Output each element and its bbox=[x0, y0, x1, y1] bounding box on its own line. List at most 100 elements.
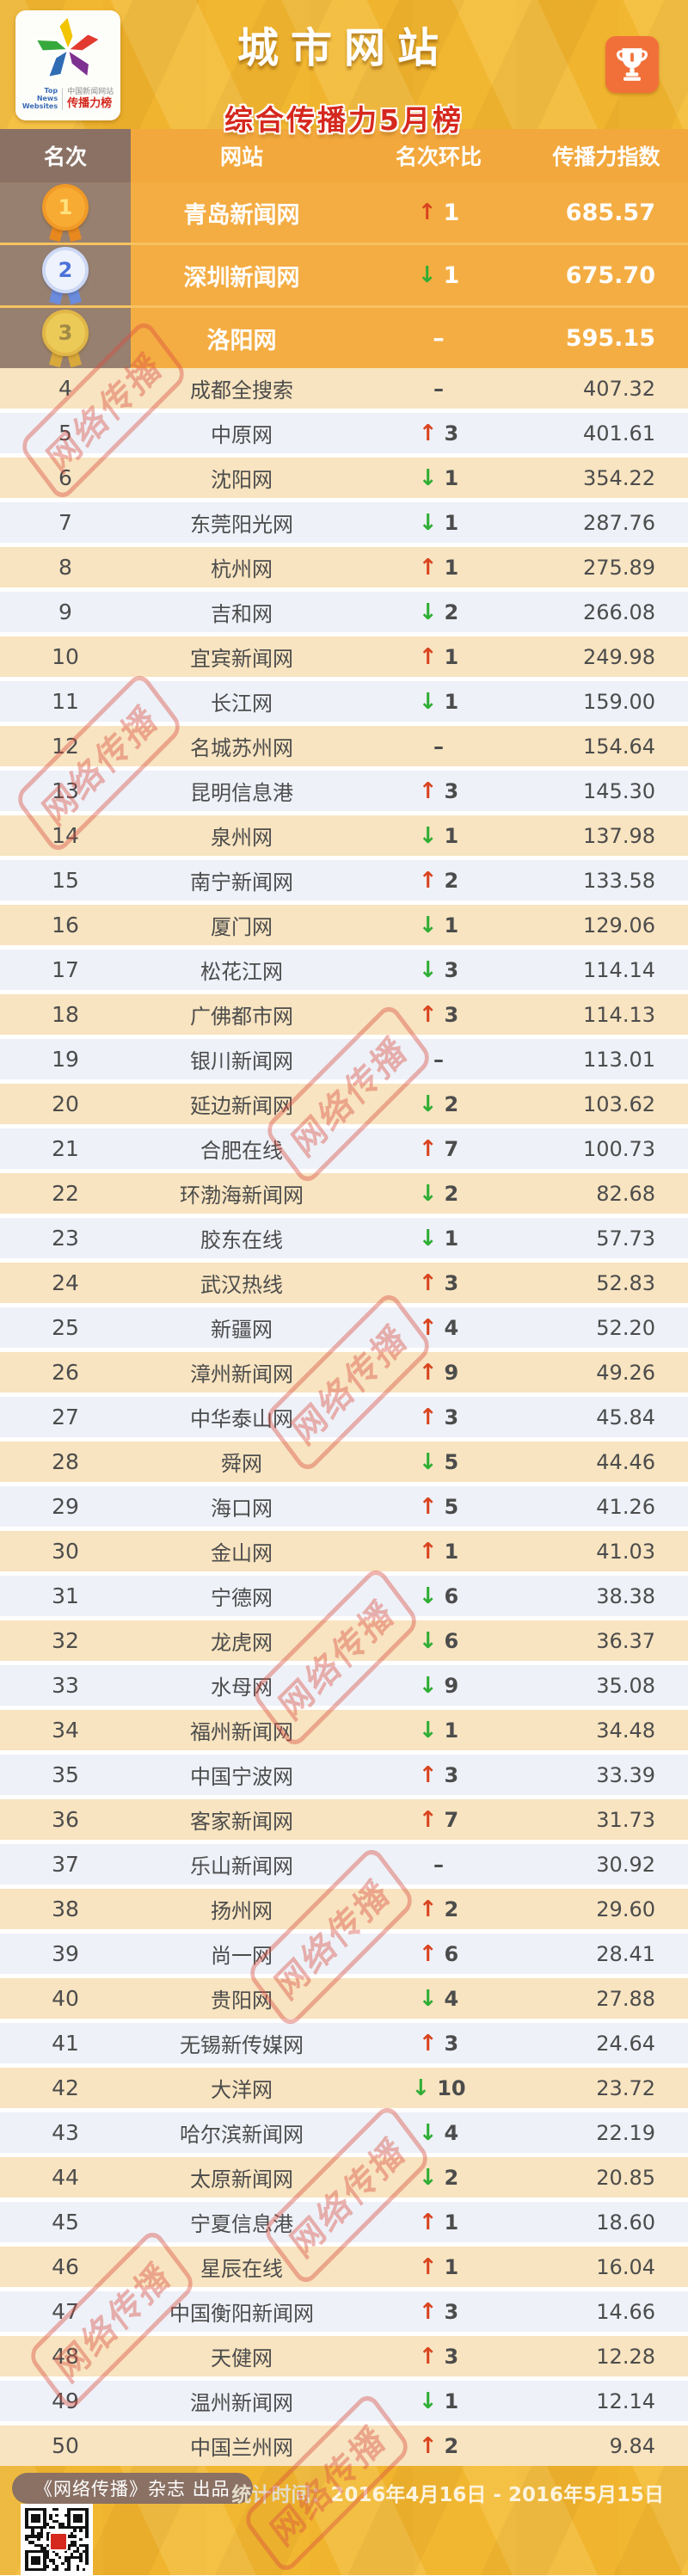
table-row: 32 龙虎网 ↓ 6 36.37 bbox=[0, 1620, 688, 1661]
rank-cell: 35 bbox=[52, 1762, 79, 1787]
table-row: 50 中国兰州网 ↑ 2 9.84 bbox=[0, 2425, 688, 2466]
change-cell: ↓ 4 bbox=[353, 1978, 525, 2019]
table-row: 42 大洋网 ↓ 10 23.72 bbox=[0, 2068, 688, 2108]
change-arrow-icon: ↓ bbox=[418, 1180, 438, 1207]
change-arrow-icon: ↓ bbox=[418, 1717, 438, 1743]
index-cell: 154.64 bbox=[583, 734, 655, 759]
table-row: 40 贵阳网 ↓ 4 27.88 bbox=[0, 1978, 688, 2019]
change-arrow-icon: ↑ bbox=[418, 1940, 438, 1967]
header-banner: Top News Websites 中国新闻网站 传播力榜 城市网站 综合传播力… bbox=[0, 0, 688, 137]
change-cell: ↓ 1 bbox=[353, 905, 525, 945]
rank-cell: 14 bbox=[52, 823, 79, 848]
column-header-index: 传播力指数 bbox=[525, 129, 688, 182]
rank-cell: 23 bbox=[52, 1226, 79, 1251]
change-cell: ↑ 1 bbox=[353, 182, 525, 243]
index-cell: 27.88 bbox=[596, 1986, 655, 2011]
table-row: 29 海口网 ↑ 5 41.26 bbox=[0, 1486, 688, 1527]
rank-cell: 27 bbox=[52, 1405, 79, 1429]
change-arrow-icon: ↓ bbox=[411, 2075, 431, 2101]
site-cell: 昆明信息港 bbox=[190, 781, 293, 805]
change-value: 6 bbox=[444, 1941, 459, 1966]
logo-en-line: Websites bbox=[22, 102, 58, 110]
table-row: 39 尚一网 ↑ 6 28.41 bbox=[0, 1934, 688, 1974]
index-cell: 129.06 bbox=[583, 913, 655, 938]
index-cell: 30.92 bbox=[596, 1852, 655, 1877]
change-value: 7 bbox=[444, 1136, 459, 1161]
table-row: 47 中国衡阳新闻网 ↑ 3 14.66 bbox=[0, 2291, 688, 2332]
change-cell: ↑ 1 bbox=[353, 636, 525, 677]
change-cell: ↑ 1 bbox=[353, 1531, 525, 1571]
stats-period: 统计时间：2016年4月16日 - 2016年5月15日 bbox=[231, 2478, 664, 2507]
change-value: 9 bbox=[444, 1673, 459, 1698]
medal-rank-number: 2 bbox=[42, 247, 89, 293]
site-cell: 大洋网 bbox=[211, 2078, 273, 2102]
change-cell: ↑ 1 bbox=[353, 2247, 525, 2287]
change-cell: ↓ 2 bbox=[353, 2157, 525, 2198]
rank-cell: 15 bbox=[52, 868, 79, 893]
logo-cn-title: 中国新闻网站 bbox=[67, 87, 114, 96]
rank-cell: 12 bbox=[52, 734, 79, 759]
change-cell: ↑ 7 bbox=[353, 1799, 525, 1840]
change-value: 1 bbox=[443, 261, 460, 289]
change-cell: ↑ 7 bbox=[353, 1128, 525, 1169]
change-value: 4 bbox=[444, 2120, 459, 2145]
table-row: 22 环渤海新闻网 ↓ 2 82.68 bbox=[0, 1173, 688, 1214]
table-row: 9 吉和网 ↓ 2 266.08 bbox=[0, 592, 688, 632]
rank-cell: 10 bbox=[52, 644, 79, 669]
table-row: 14 泉州网 ↓ 1 137.98 bbox=[0, 815, 688, 856]
stats-label: 统计时间： bbox=[231, 2484, 331, 2506]
change-arrow-icon: ↑ bbox=[418, 1404, 438, 1430]
page-subtitle: 综合传播力5月榜 bbox=[224, 103, 464, 137]
change-value: 6 bbox=[444, 1628, 459, 1653]
index-cell: 36.37 bbox=[596, 1628, 655, 1653]
change-cell: ↑ 3 bbox=[353, 1263, 525, 1303]
site-cell: 龙虎网 bbox=[211, 1631, 273, 1655]
site-cell: 水母网 bbox=[211, 1675, 273, 1700]
change-value: 1 bbox=[444, 1226, 459, 1251]
site-cell: 海口网 bbox=[211, 1497, 273, 1521]
change-cell: – bbox=[353, 726, 525, 766]
change-arrow-icon: ↑ bbox=[418, 867, 438, 894]
change-value: 9 bbox=[444, 1360, 459, 1385]
pinwheel-star-icon bbox=[34, 15, 101, 78]
change-arrow-icon: ↑ bbox=[418, 643, 438, 670]
qr-code bbox=[21, 2504, 93, 2575]
site-cell: 合肥在线 bbox=[200, 1139, 283, 1163]
change-value: 4 bbox=[444, 1986, 459, 2011]
change-value: 1 bbox=[444, 2210, 459, 2235]
table-row: 49 温州新闻网 ↓ 1 12.14 bbox=[0, 2381, 688, 2421]
logo-en-line: Top bbox=[44, 87, 58, 95]
change-arrow-icon: ↑ bbox=[418, 2209, 438, 2235]
table-row: 19 银川新闻网 – 113.01 bbox=[0, 1039, 688, 1079]
change-value: 1 bbox=[444, 644, 459, 669]
site-cell: 宜宾新闻网 bbox=[190, 647, 293, 671]
medal-icon: 2 bbox=[41, 247, 89, 304]
index-cell: 52.20 bbox=[596, 1315, 655, 1340]
change-value: 6 bbox=[444, 1583, 459, 1608]
change-cell: ↓ 2 bbox=[353, 592, 525, 632]
site-cell: 乐山新闻网 bbox=[190, 1854, 293, 1878]
change-cell: ↑ 1 bbox=[353, 2202, 525, 2242]
change-cell: ↑ 4 bbox=[353, 1307, 525, 1348]
change-cell: – bbox=[353, 1039, 525, 1079]
stats-value: 2016年4月16日 - 2016年5月15日 bbox=[330, 2484, 664, 2506]
rank-cell: 32 bbox=[52, 1628, 79, 1653]
index-cell: 159.00 bbox=[583, 689, 655, 714]
change-cell: ↑ 3 bbox=[353, 2291, 525, 2332]
change-cell: ↓ 4 bbox=[353, 2112, 525, 2153]
index-cell: 12.14 bbox=[596, 2388, 655, 2413]
rank-cell: 13 bbox=[52, 778, 79, 803]
site-cell: 长江网 bbox=[211, 692, 273, 716]
table-row: 11 长江网 ↓ 1 159.00 bbox=[0, 681, 688, 722]
rank-cell: 20 bbox=[52, 1091, 79, 1116]
table-row: 34 福州新闻网 ↓ 1 34.48 bbox=[0, 1710, 688, 1750]
table-row: 8 杭州网 ↑ 1 275.89 bbox=[0, 547, 688, 587]
site-cell: 中国兰州网 bbox=[190, 2436, 293, 2460]
change-cell: ↓ 1 bbox=[353, 681, 525, 722]
change-cell: ↓ 1 bbox=[353, 1710, 525, 1750]
rank-cell: 49 bbox=[52, 2388, 79, 2413]
rank-cell: 40 bbox=[52, 1986, 79, 2011]
change-value: 2 bbox=[444, 1091, 459, 1116]
site-cell: 温州新闻网 bbox=[190, 2391, 293, 2415]
change-arrow-icon: ↓ bbox=[418, 1672, 438, 1699]
